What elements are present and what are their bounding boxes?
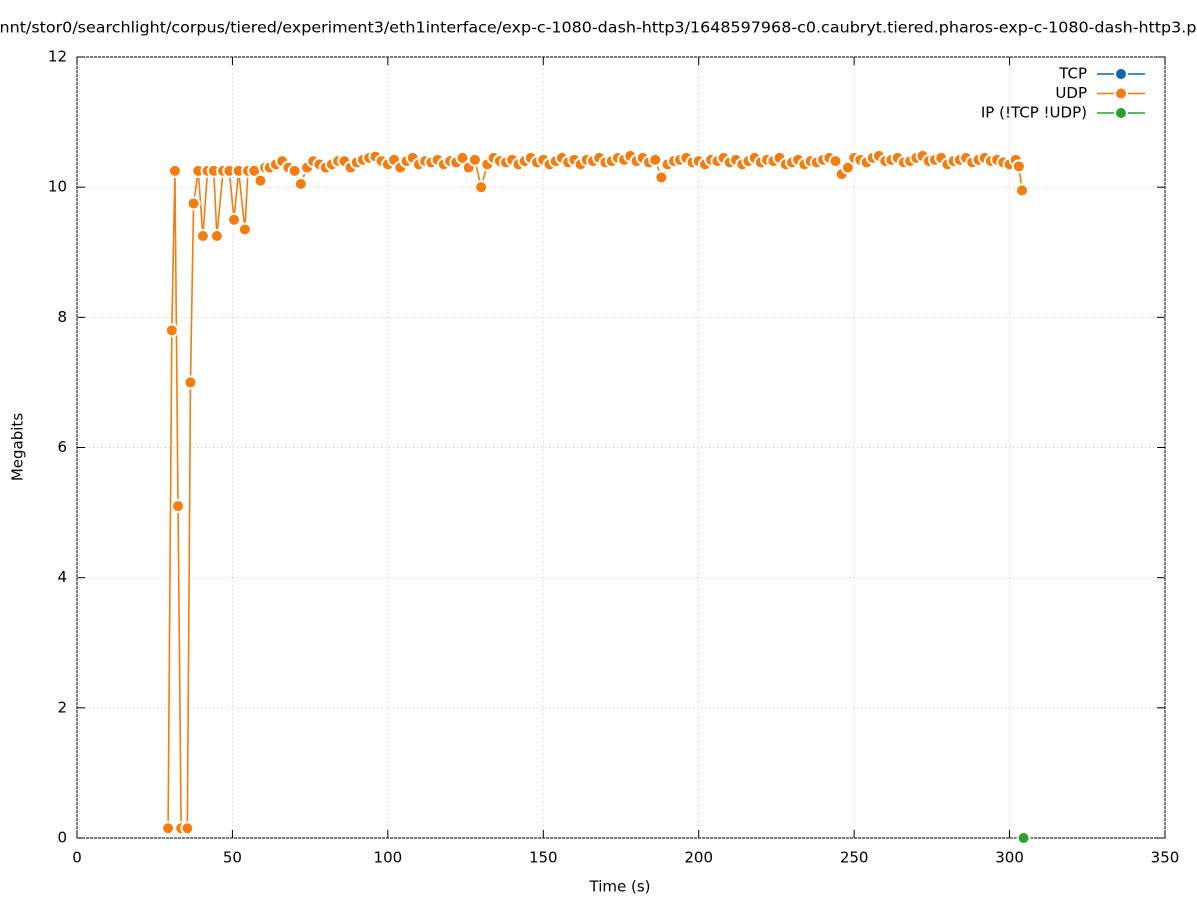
data-point bbox=[226, 212, 241, 227]
x-tick-label: 300 bbox=[995, 849, 1024, 867]
data-point bbox=[209, 228, 224, 243]
x-tick-label: 0 bbox=[72, 849, 82, 867]
data-point bbox=[287, 163, 302, 178]
x-tick-label: 100 bbox=[374, 849, 403, 867]
data-point bbox=[828, 154, 843, 169]
chart-title: nnt/stor0/searchlight/corpus/tiered/expe… bbox=[0, 19, 1197, 37]
data-point bbox=[474, 180, 489, 195]
x-tick-label: 350 bbox=[1151, 849, 1180, 867]
x-tick-label: 50 bbox=[223, 849, 242, 867]
data-point bbox=[467, 152, 482, 167]
y-tick-label: 0 bbox=[57, 829, 67, 847]
legend-marker bbox=[1114, 106, 1128, 120]
y-tick-label: 4 bbox=[57, 568, 67, 586]
y-tick-label: 2 bbox=[57, 698, 67, 716]
legend-label: IP (!TCP !UDP) bbox=[981, 104, 1087, 122]
data-point bbox=[654, 170, 669, 185]
data-point bbox=[648, 152, 663, 167]
data-point bbox=[237, 222, 252, 237]
x-tick-label: 200 bbox=[684, 849, 713, 867]
legend-marker bbox=[1114, 86, 1128, 101]
data-point bbox=[186, 196, 201, 211]
y-axis-label: Megabits bbox=[9, 413, 27, 481]
legend-label: TCP bbox=[1058, 65, 1087, 83]
data-point bbox=[1011, 159, 1026, 174]
x-tick-label: 150 bbox=[529, 849, 558, 867]
data-point bbox=[253, 173, 268, 188]
y-tick-label: 10 bbox=[48, 178, 67, 196]
y-tick-label: 8 bbox=[57, 308, 67, 326]
data-point bbox=[1016, 831, 1031, 845]
x-axis-label: Time (s) bbox=[589, 878, 651, 896]
data-point bbox=[161, 821, 176, 836]
y-tick-label: 6 bbox=[57, 438, 67, 456]
data-point bbox=[164, 323, 179, 338]
data-point bbox=[840, 160, 855, 175]
data-point bbox=[167, 163, 182, 178]
data-point bbox=[171, 499, 186, 514]
y-tick-label: 12 bbox=[48, 48, 67, 66]
data-point bbox=[180, 821, 195, 836]
data-point bbox=[293, 176, 308, 191]
data-point bbox=[195, 228, 210, 243]
data-point bbox=[1015, 183, 1030, 198]
legend-label: UDP bbox=[1055, 84, 1087, 102]
legend-marker bbox=[1114, 67, 1128, 81]
data-point bbox=[183, 375, 198, 390]
x-tick-label: 250 bbox=[840, 849, 869, 867]
series-line bbox=[167, 154, 1023, 830]
